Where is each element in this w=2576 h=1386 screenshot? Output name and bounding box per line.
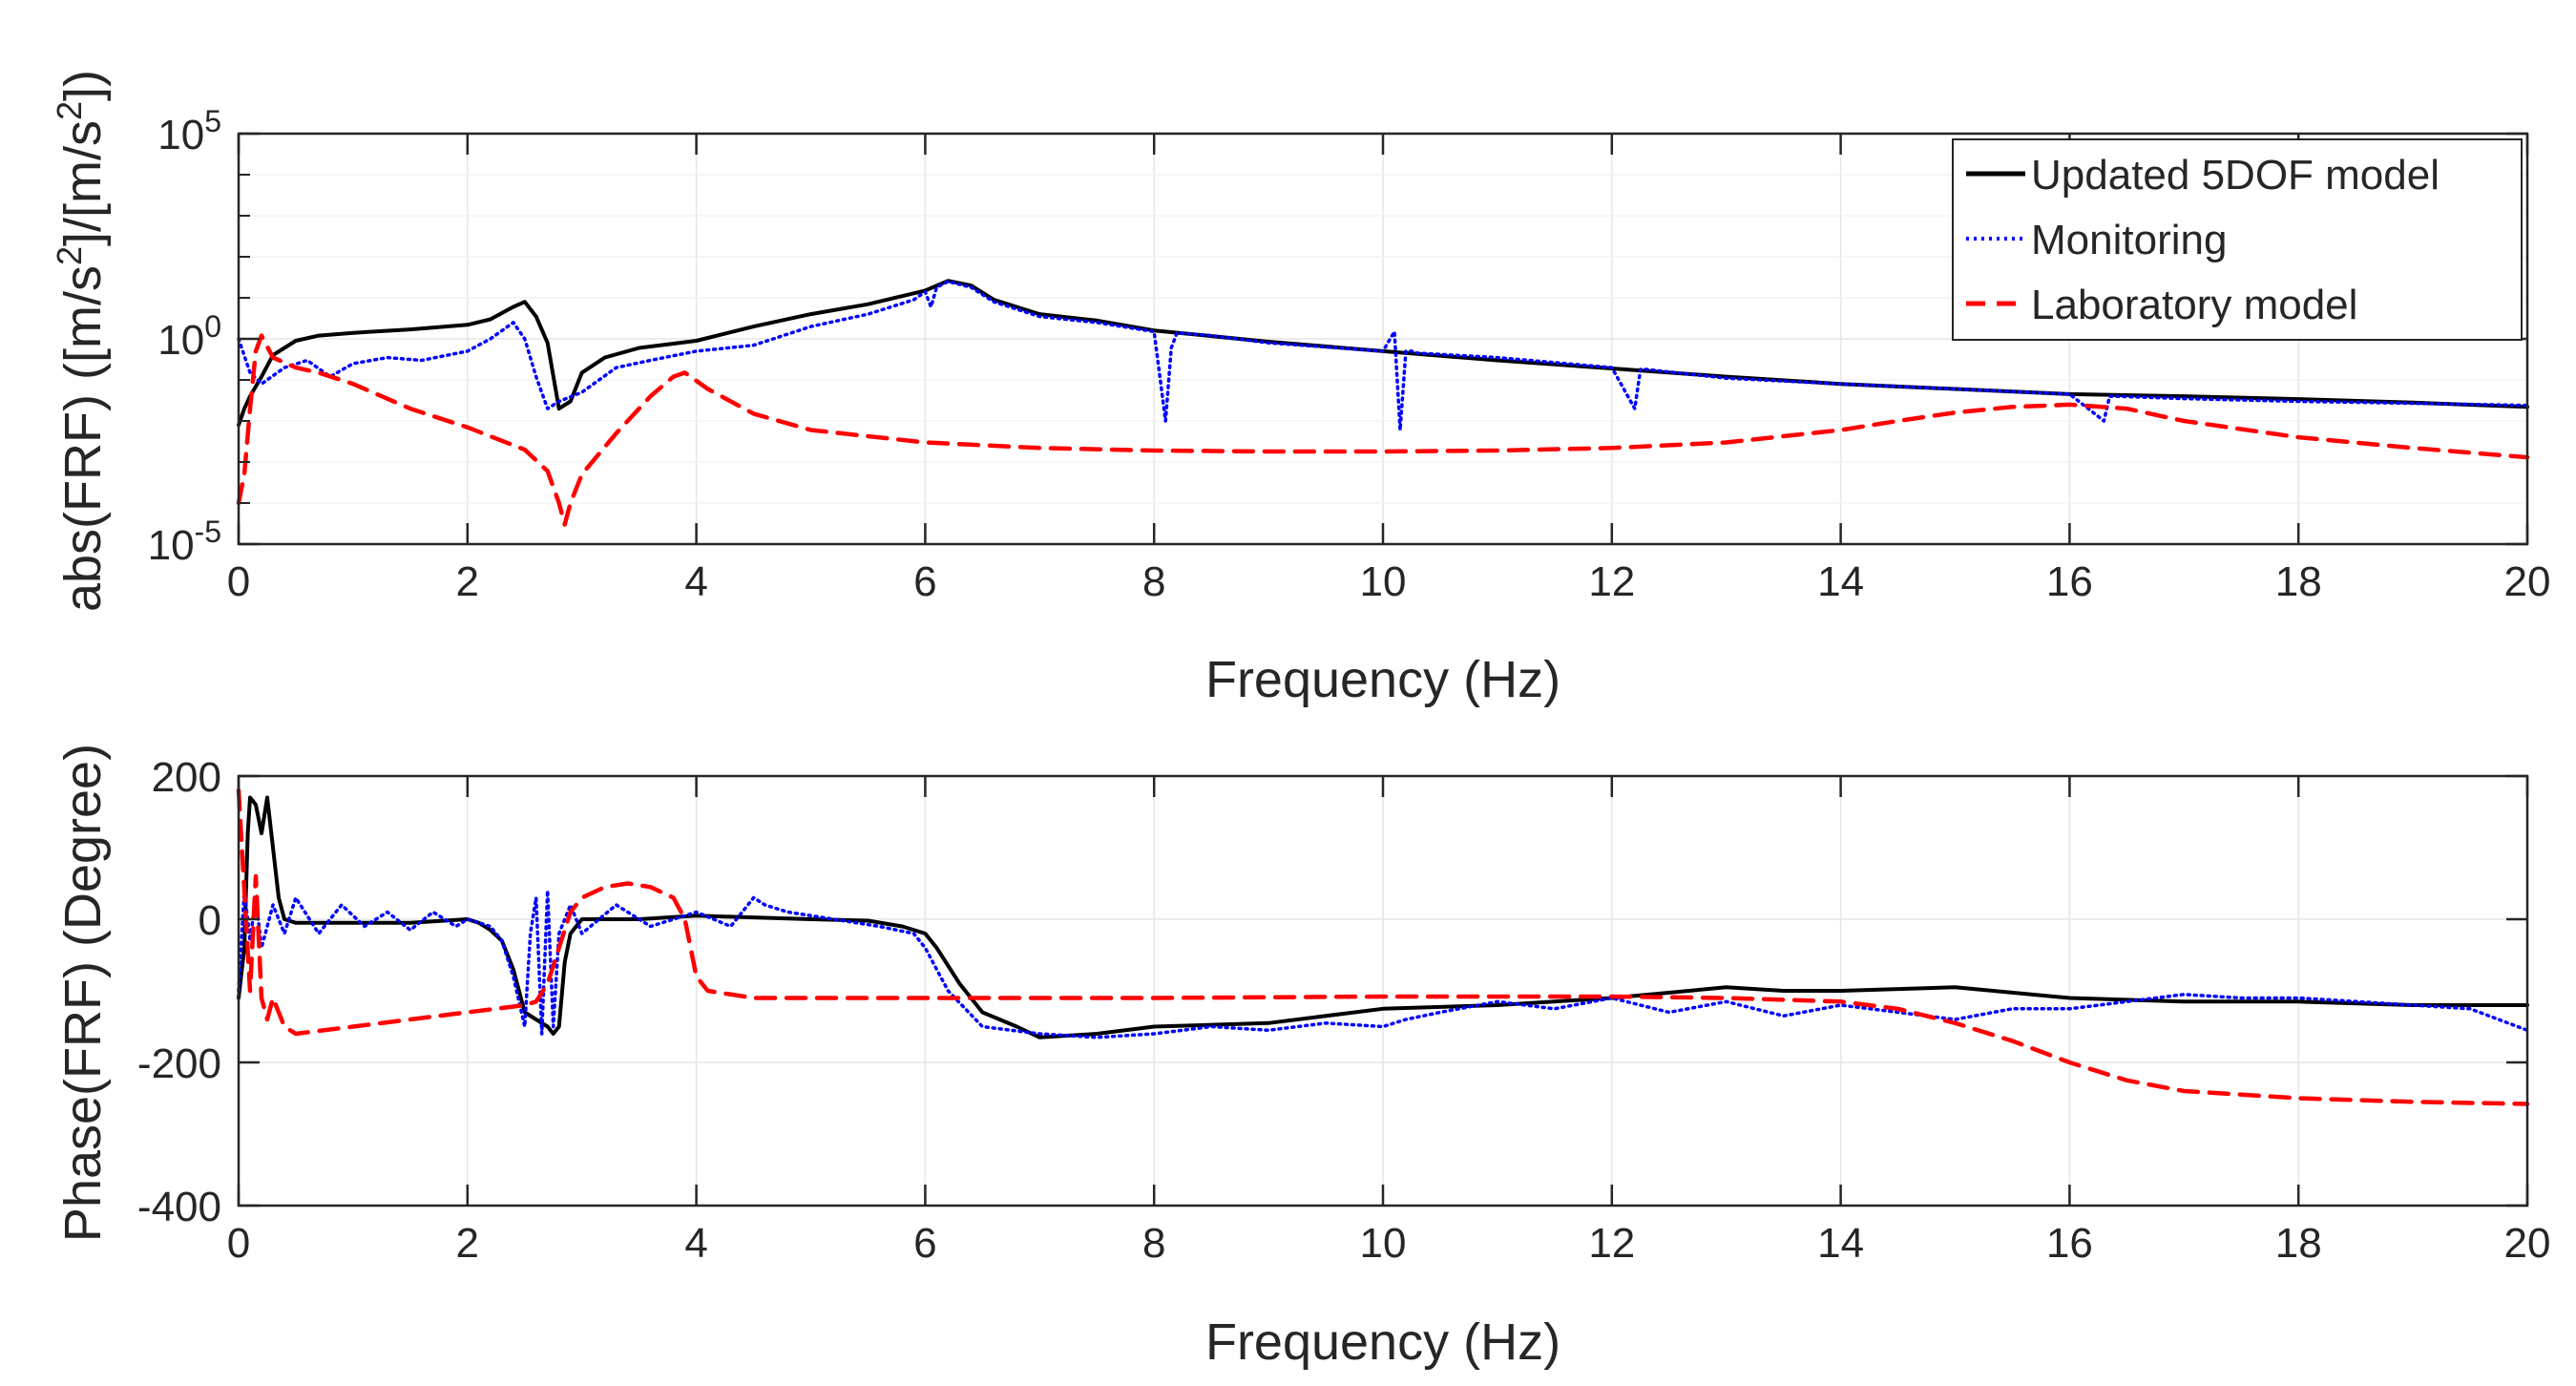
magnitude-y-tick-labels: 10-5 100 105 (148, 104, 221, 569)
phase-x-tick-label: 14 (1817, 1220, 1864, 1267)
phase-series-monitoring (237, 889, 2529, 1040)
phase-x-tick-label: 12 (1588, 1220, 1635, 1267)
magnitude-x-tick-labels: 0 2 4 6 8 10 12 14 16 18 20 (227, 558, 2551, 605)
magnitude-y-axis-title: abs(FRF) ([m/s2]/[m/s2]) (50, 70, 113, 612)
phase-x-tick-label: 16 (2046, 1220, 2093, 1267)
legend: Updated 5DOF model Monitoring Laboratory… (1952, 138, 2523, 341)
magnitude-x-tick-label: 14 (1817, 558, 1864, 605)
phase-x-tick-label: 8 (1142, 1220, 1165, 1267)
magnitude-x-tick-label: 6 (913, 558, 936, 605)
magnitude-y-tick-label: 105 (157, 104, 221, 158)
magnitude-x-tick-label: 2 (456, 558, 479, 605)
magnitude-lines (236, 279, 2530, 527)
magnitude-panel: 0 2 4 6 8 10 12 14 16 18 20 10-5 100 105 Frequency (… (50, 70, 2551, 708)
phase-y-tick-labels: -400 -200 0 200 (137, 754, 221, 1230)
magnitude-x-tick-label: 8 (1142, 558, 1165, 605)
magnitude-y-tick-label: 10-5 (148, 514, 221, 569)
magnitude-x-tick-label: 18 (2275, 558, 2322, 605)
legend-box (1952, 138, 2523, 341)
phase-series-laboratory-model (236, 788, 2530, 1106)
magnitude-x-tick-label: 4 (684, 558, 707, 605)
phase-x-axis-title: Frequency (Hz) (1205, 1313, 1560, 1371)
magnitude-series-laboratory-model (236, 333, 2530, 527)
phase-x-tick-label: 18 (2275, 1220, 2322, 1267)
phase-ticks (237, 774, 2529, 1208)
phase-x-tick-label: 4 (684, 1220, 707, 1267)
legend-label-updated-model: Updated 5DOF model (2031, 152, 2440, 199)
phase-y-tick-label: 200 (152, 754, 221, 801)
phase-panel: 0 2 4 6 8 10 12 14 16 18 20 -400 -200 0 200 Frequency… (54, 744, 2550, 1371)
magnitude-x-tick-label: 0 (227, 558, 250, 605)
magnitude-x-tick-label: 10 (1360, 558, 1407, 605)
phase-y-tick-label: 0 (199, 897, 221, 944)
phase-lines (236, 788, 2530, 1106)
magnitude-y-tick-label: 100 (157, 309, 221, 364)
phase-y-tick-label: -200 (137, 1040, 221, 1087)
phase-x-tick-label: 6 (913, 1220, 936, 1267)
phase-x-tick-label: 2 (456, 1220, 479, 1267)
legend-label-monitoring: Monitoring (2031, 217, 2227, 263)
phase-y-axis-title: Phase(FRF) (Degree) (54, 744, 112, 1242)
legend-label-laboratory-model: Laboratory model (2031, 282, 2357, 328)
magnitude-x-tick-label: 12 (1588, 558, 1635, 605)
phase-x-tick-label: 20 (2504, 1220, 2551, 1267)
phase-x-tick-labels: 0 2 4 6 8 10 12 14 16 18 20 (227, 1220, 2551, 1267)
magnitude-ticks (237, 132, 2529, 546)
magnitude-series-monitoring (237, 280, 2529, 432)
magnitude-x-axis-title: Frequency (Hz) (1205, 651, 1560, 708)
phase-y-tick-label: -400 (137, 1184, 221, 1230)
magnitude-x-tick-label: 16 (2046, 558, 2093, 605)
phase-x-tick-label: 0 (227, 1220, 250, 1267)
phase-series-updated-5dof-model (237, 795, 2529, 1040)
magnitude-x-tick-label: 20 (2504, 558, 2551, 605)
phase-x-tick-label: 10 (1360, 1220, 1407, 1267)
